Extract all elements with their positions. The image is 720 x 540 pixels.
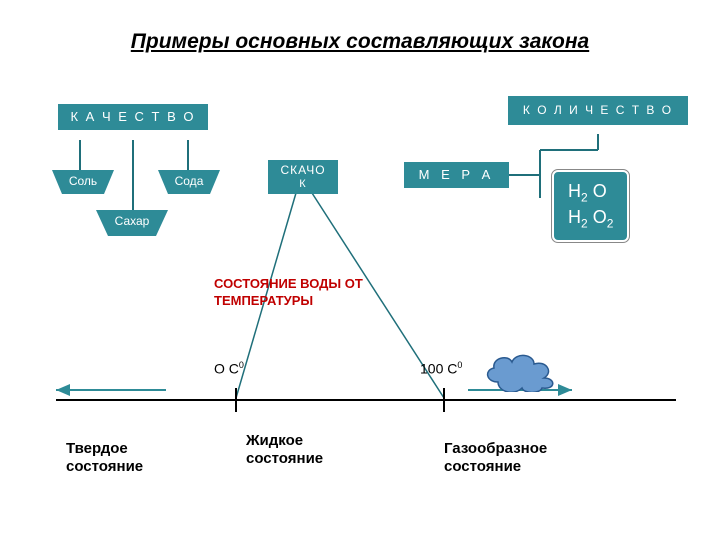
- state-gas: Газообразное состояние: [444, 440, 547, 476]
- jump-label: СКАЧО: [280, 163, 325, 177]
- soda-label: Сода: [158, 170, 220, 188]
- cloud-icon: [480, 348, 562, 392]
- state-solid: Твердое состояние: [66, 440, 143, 476]
- salt-trap: Соль: [52, 170, 114, 194]
- quantity-box: К О Л И Ч Е С Т В О: [508, 96, 688, 125]
- jump-box: СКАЧО К: [268, 160, 338, 194]
- soda-trap: Сода: [158, 170, 220, 194]
- quality-box: К А Ч Е С Т В О: [58, 104, 208, 130]
- water-state-heading: СОСТОЯНИЕ ВОДЫ ОТ ТЕМПЕРАТУРЫ: [214, 276, 424, 310]
- tick-label-0: О С0: [214, 360, 244, 377]
- page-title: Примеры основных составляющих закона: [0, 30, 720, 54]
- diagram-stage: Примеры основных составляющих закона К А…: [0, 0, 720, 540]
- formula-box: H2 O H2 O2: [552, 170, 629, 242]
- jump-sub: К: [299, 178, 306, 190]
- state-liquid: Жидкое состояние: [246, 432, 323, 468]
- salt-label: Соль: [52, 170, 114, 188]
- sugar-trap: Сахар: [96, 210, 168, 236]
- measure-box: М Е Р А: [404, 162, 509, 188]
- formula-line-1: H2 O: [568, 180, 613, 206]
- sugar-label: Сахар: [96, 210, 168, 228]
- formula-line-2: H2 O2: [568, 206, 613, 232]
- tick-label-100: 100 С0: [420, 360, 462, 377]
